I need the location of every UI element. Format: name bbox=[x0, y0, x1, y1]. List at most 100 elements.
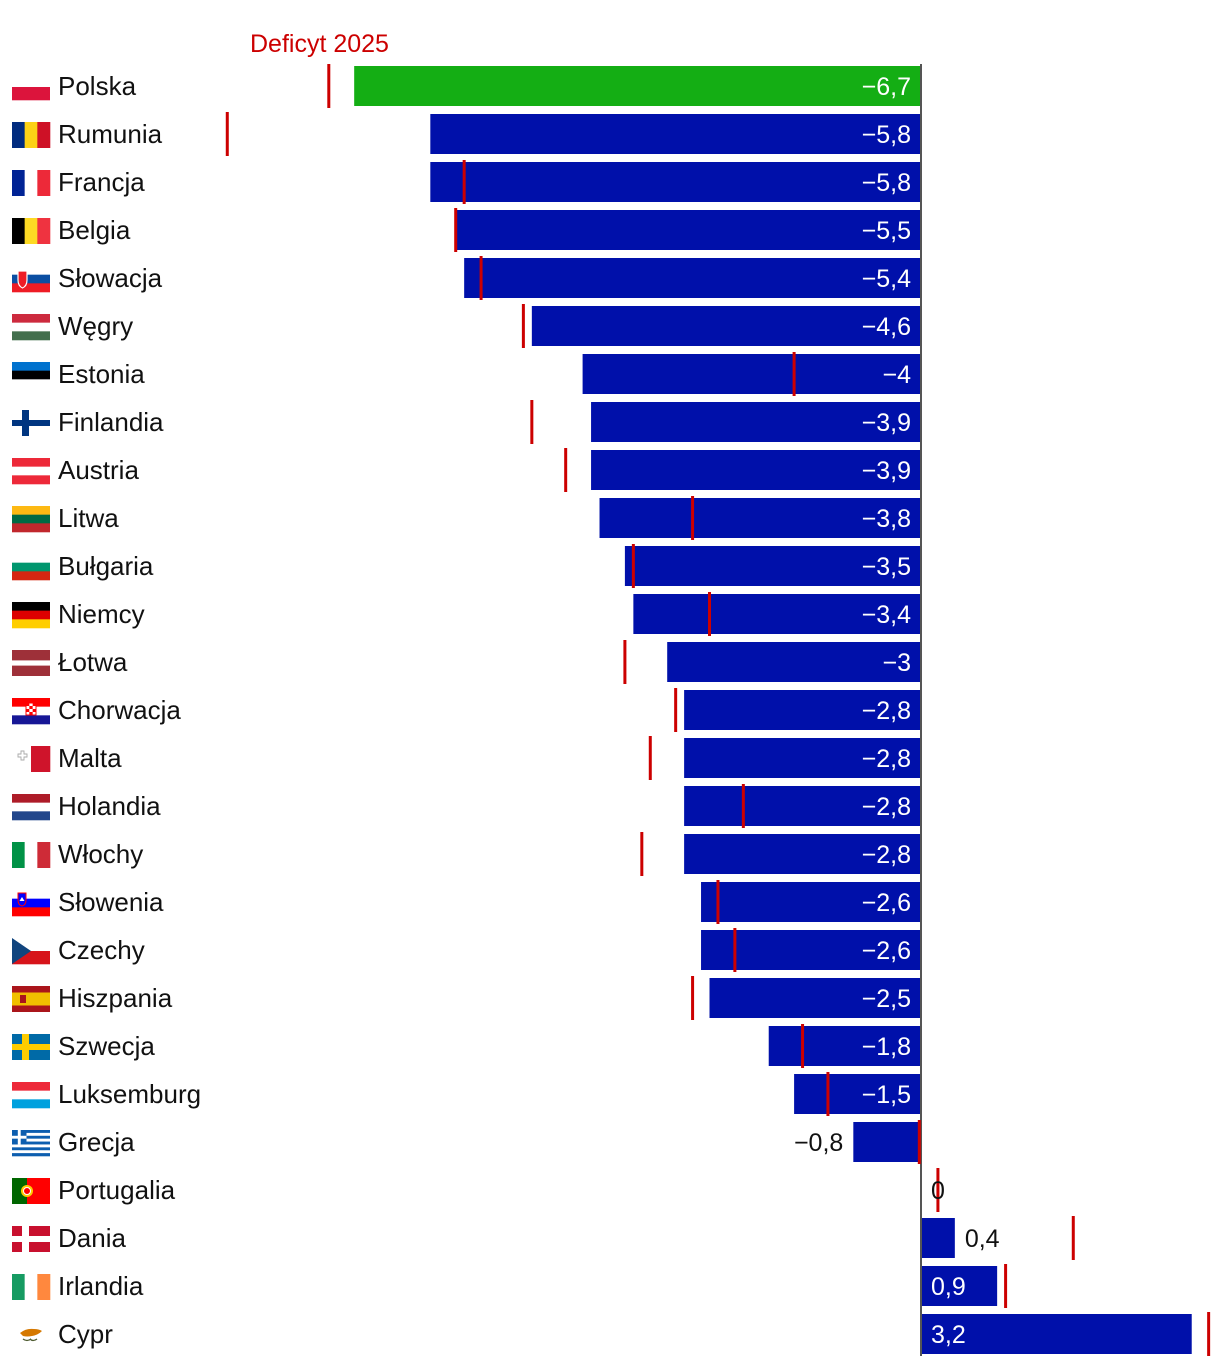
flag-litwa-icon bbox=[12, 506, 50, 533]
flag-wegry-icon bbox=[12, 314, 50, 341]
flag-portugalia-icon bbox=[12, 1178, 50, 1204]
flag-cypr-icon bbox=[12, 1322, 50, 1348]
bar-cypr bbox=[921, 1314, 1192, 1354]
flag-bulgaria-icon bbox=[12, 554, 50, 581]
country-name-belgia: Belgia bbox=[58, 215, 131, 245]
bar-grecja bbox=[853, 1122, 921, 1162]
country-name-estonia: Estonia bbox=[58, 359, 145, 389]
value-label-finlandia: −3,9 bbox=[862, 409, 911, 437]
value-label-slowenia: −2,6 bbox=[862, 889, 911, 917]
marker-2025-dania bbox=[1071, 1216, 1075, 1260]
marker-2025-wlochy bbox=[640, 832, 644, 876]
flag-luksemburg-icon bbox=[12, 1082, 50, 1109]
bar-rumunia bbox=[430, 114, 921, 154]
value-label-irlandia: 0,9 bbox=[931, 1273, 966, 1301]
marker-2025-slowenia bbox=[716, 880, 720, 924]
flag-irlandia-icon bbox=[12, 1274, 51, 1300]
marker-2025-hiszpania bbox=[691, 976, 695, 1020]
marker-2025-rumunia bbox=[225, 112, 229, 156]
country-name-czechy: Czechy bbox=[58, 935, 145, 965]
marker-2025-polska bbox=[327, 64, 331, 108]
marker-2025-estonia bbox=[792, 352, 796, 396]
value-label-luksemburg: −1,5 bbox=[862, 1081, 911, 1109]
marker-2025-chorwacja bbox=[674, 688, 678, 732]
value-label-holandia: −2,8 bbox=[862, 793, 911, 821]
marker-2025-bulgaria bbox=[631, 544, 635, 588]
marker-2025-wegry bbox=[521, 304, 525, 348]
country-name-wegry: Węgry bbox=[58, 311, 133, 341]
bar-finlandia bbox=[591, 402, 921, 442]
bar-bulgaria bbox=[624, 546, 921, 586]
marker-2025-francja bbox=[462, 160, 466, 204]
bar-litwa bbox=[599, 498, 921, 538]
marker-2025-portugalia bbox=[936, 1168, 940, 1212]
country-name-holandia: Holandia bbox=[58, 791, 161, 821]
marker-2025-austria bbox=[564, 448, 568, 492]
flag-rumunia-icon bbox=[12, 122, 51, 148]
value-label-francja: −5,8 bbox=[862, 169, 911, 197]
value-label-wegry: −4,6 bbox=[862, 313, 911, 341]
country-name-malta: Malta bbox=[58, 743, 122, 773]
flag-francja-icon bbox=[12, 170, 51, 196]
marker-2025-lotwa bbox=[623, 640, 627, 684]
country-name-portugalia: Portugalia bbox=[58, 1175, 176, 1205]
flag-slowacja-icon bbox=[12, 266, 50, 293]
bar-czechy bbox=[701, 930, 921, 970]
country-name-szwecja: Szwecja bbox=[58, 1031, 155, 1061]
flag-slowenia-icon bbox=[12, 890, 50, 917]
marker-2025-holandia bbox=[741, 784, 745, 828]
marker-2025-finlandia bbox=[530, 400, 534, 444]
bar-szwecja bbox=[768, 1026, 921, 1066]
marker-2025-slowacja bbox=[479, 256, 483, 300]
country-name-austria: Austria bbox=[58, 455, 139, 485]
flag-chorwacja-icon bbox=[12, 698, 50, 725]
bar-niemcy bbox=[633, 594, 921, 634]
country-name-polska: Polska bbox=[58, 71, 137, 101]
marker-2025-belgia bbox=[454, 208, 458, 252]
flags-layer bbox=[12, 74, 51, 1348]
flag-lotwa-icon bbox=[12, 650, 50, 676]
bar-lotwa bbox=[667, 642, 921, 682]
bar-chorwacja bbox=[684, 690, 921, 730]
bar-dania bbox=[921, 1218, 955, 1258]
country-name-rumunia: Rumunia bbox=[58, 119, 163, 149]
country-name-slowenia: Słowenia bbox=[58, 887, 164, 917]
country-name-slowacja: Słowacja bbox=[58, 263, 163, 293]
country-name-hiszpania: Hiszpania bbox=[58, 983, 173, 1013]
value-label-bulgaria: −3,5 bbox=[862, 553, 911, 581]
bar-polska bbox=[354, 66, 921, 106]
flag-belgia-icon bbox=[12, 218, 51, 244]
value-label-grecja: −0,8 bbox=[794, 1129, 843, 1157]
bar-estonia bbox=[582, 354, 921, 394]
flag-dania-icon bbox=[12, 1226, 50, 1252]
flag-austria-icon bbox=[12, 458, 50, 485]
country-name-cypr: Cypr bbox=[58, 1319, 113, 1349]
country-name-luksemburg: Luksemburg bbox=[58, 1079, 201, 1109]
country-name-irlandia: Irlandia bbox=[58, 1271, 144, 1301]
marker-2025-cypr bbox=[1207, 1312, 1211, 1356]
bar-francja bbox=[430, 162, 921, 202]
flag-finlandia-icon bbox=[12, 410, 50, 436]
flag-czechy-icon bbox=[12, 938, 50, 965]
marker-2025-grecja bbox=[917, 1120, 921, 1164]
value-label-portugalia: 0 bbox=[931, 1177, 945, 1205]
bar-belgia bbox=[455, 210, 921, 250]
value-label-slowacja: −5,4 bbox=[862, 265, 911, 293]
flag-hiszpania-icon bbox=[12, 986, 50, 1012]
country-name-chorwacja: Chorwacja bbox=[58, 695, 181, 725]
bar-slowacja bbox=[464, 258, 921, 298]
country-name-grecja: Grecja bbox=[58, 1127, 135, 1157]
markers-layer bbox=[225, 64, 1211, 1356]
value-label-austria: −3,9 bbox=[862, 457, 911, 485]
bar-slowenia bbox=[701, 882, 921, 922]
bar-wlochy bbox=[684, 834, 921, 874]
marker-2025-irlandia bbox=[1004, 1264, 1008, 1308]
bar-wegry bbox=[531, 306, 921, 346]
marker-2025-luksemburg bbox=[826, 1072, 830, 1116]
marker-2025-niemcy bbox=[708, 592, 711, 636]
country-name-bulgaria: Bułgaria bbox=[58, 551, 154, 581]
marker-2025-szwecja bbox=[801, 1024, 805, 1068]
bar-hiszpania bbox=[709, 978, 921, 1018]
value-labels-layer: −6,7 −5,8 −5,8 −5,5 −5,4 −4,6 −4 −3,9 −3,9 −3,8 −3… bbox=[794, 73, 1000, 1349]
